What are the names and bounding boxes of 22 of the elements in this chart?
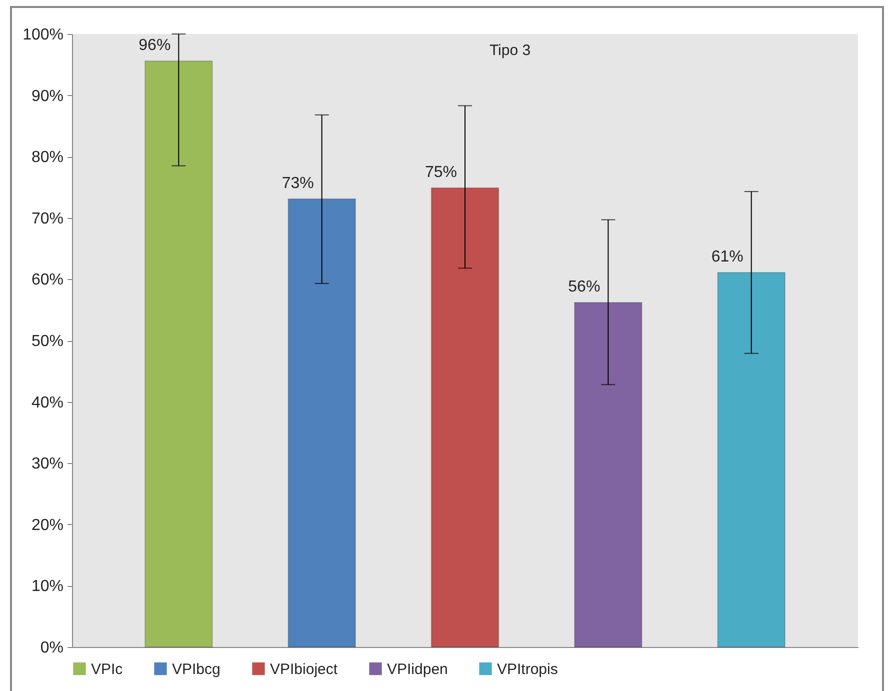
legend-label: VPIbcg (172, 660, 220, 678)
legend-label: VPIidpen (387, 660, 448, 678)
data-label: 96% (138, 36, 171, 54)
y-tick-label: 10% (31, 578, 64, 596)
legend-label: VPIbioject (270, 660, 338, 678)
y-tick-label: 0% (40, 640, 64, 656)
y-tick-label: 80% (31, 149, 64, 166)
y-tick-label: 30% (31, 456, 64, 473)
y-tick-label: 90% (31, 88, 64, 105)
y-tick-label: 60% (31, 272, 64, 289)
data-label: 56% (568, 278, 600, 296)
y-tick-label: 100% (22, 26, 64, 44)
y-tick-label: 40% (31, 394, 64, 412)
data-label: 61% (711, 248, 744, 266)
y-tick-label: 50% (31, 333, 64, 350)
legend-label: VPItropis (497, 660, 558, 678)
text: Tipo 3 (489, 42, 531, 59)
data-label: 73% (282, 174, 314, 192)
legend-label: VPIc (91, 660, 124, 678)
y-tick-label: 70% (31, 210, 64, 228)
y-tick-label: 20% (31, 516, 64, 534)
data-label: 75% (424, 164, 458, 181)
